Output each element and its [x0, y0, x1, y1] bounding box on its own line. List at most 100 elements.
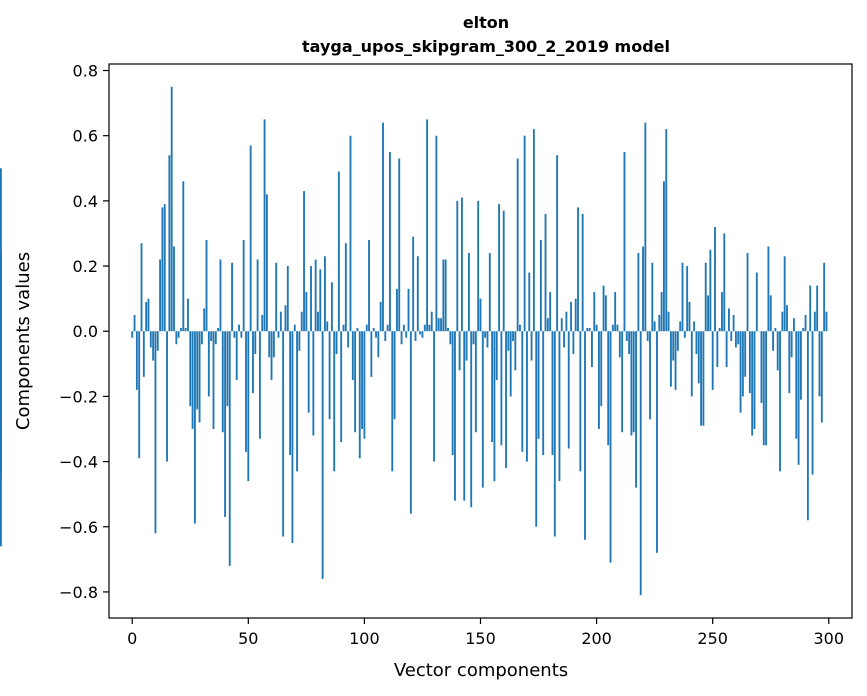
bar-93	[347, 331, 350, 348]
bar-121	[412, 236, 415, 332]
bar-278	[776, 331, 779, 371]
bar-198	[591, 331, 593, 368]
bar-259	[732, 314, 735, 332]
bar-251	[714, 226, 716, 332]
bar-90	[340, 331, 343, 443]
bar-235	[676, 331, 679, 351]
bar-205	[607, 331, 610, 446]
bar-237	[681, 262, 684, 332]
bar-130	[433, 331, 435, 462]
bar-1	[133, 314, 136, 332]
bar-20	[177, 331, 180, 338]
bar-129	[430, 311, 433, 332]
bar-295	[816, 285, 819, 332]
bar-72	[298, 331, 301, 351]
bar-88	[335, 331, 338, 355]
bar-10	[154, 331, 157, 534]
bar-60	[270, 331, 273, 381]
bar-134	[442, 259, 445, 332]
y-axis-label: Components values	[13, 252, 34, 430]
bar-182	[553, 331, 556, 537]
bar-296	[818, 331, 821, 397]
bar-15	[166, 331, 168, 462]
bar-29	[198, 331, 201, 423]
bar-175	[537, 331, 540, 439]
bar-199	[593, 292, 596, 332]
y-tick-label: 0.8	[73, 62, 98, 81]
bar-160	[502, 210, 505, 332]
bar-279	[779, 331, 781, 472]
bar-220	[642, 246, 644, 332]
bar-266	[748, 331, 751, 394]
bar-35	[212, 331, 215, 429]
bar-99	[361, 331, 364, 429]
bar-80	[317, 311, 319, 332]
bar-219	[639, 331, 642, 596]
bar-128	[428, 324, 431, 332]
bar-8	[149, 331, 152, 348]
bar-203	[602, 285, 605, 332]
bar-62	[275, 262, 278, 332]
bar-244	[697, 331, 700, 384]
bar-19	[175, 331, 178, 345]
bar-111	[389, 151, 391, 332]
bar-103	[370, 331, 373, 377]
bar-180	[549, 292, 552, 332]
bar-172	[530, 331, 533, 361]
bar-142	[461, 197, 463, 332]
bar-110	[386, 324, 389, 332]
bar-70	[293, 324, 296, 332]
bar-75	[305, 292, 308, 332]
bar-274	[767, 246, 770, 332]
bar-148	[474, 331, 477, 433]
bar-165	[514, 331, 517, 371]
bar-11	[156, 331, 159, 351]
bar-294	[813, 311, 816, 332]
y-axis-ticks: −0.8 −0.6 −0.4 −0.2 0.0 0.2 0.4 0.6 0.8	[59, 62, 109, 602]
bar-204	[604, 295, 607, 332]
bar-190	[572, 331, 575, 355]
bar-84	[326, 321, 329, 332]
bar-254	[721, 292, 723, 332]
bar-13	[161, 207, 164, 332]
bar-105	[375, 331, 377, 338]
bar-137	[449, 331, 452, 345]
bar-245	[700, 331, 703, 426]
bar-122	[414, 331, 417, 341]
bar-68	[289, 331, 292, 456]
bar-115	[398, 158, 401, 332]
bar-71	[296, 331, 298, 472]
bar-154	[488, 253, 491, 332]
bar-3	[138, 331, 141, 459]
bar-214	[628, 331, 631, 355]
bar-152	[484, 331, 487, 338]
bar-227	[658, 314, 661, 332]
bar-238	[683, 331, 686, 338]
bar-149	[477, 200, 480, 332]
bar-97	[356, 327, 359, 332]
bar-159	[500, 331, 503, 446]
bar-67	[286, 266, 289, 332]
bar-66	[284, 305, 287, 332]
bar-250	[711, 331, 714, 390]
y-tick-label: −0.6	[59, 518, 98, 537]
bar-108	[382, 122, 384, 332]
bar-195	[584, 331, 586, 540]
bar-131	[435, 135, 438, 332]
bar-183	[556, 155, 559, 332]
bar-56	[261, 314, 264, 332]
bar-236	[679, 321, 682, 332]
bar-201	[597, 331, 600, 429]
bar-0	[131, 331, 134, 338]
bar-226	[656, 331, 658, 553]
bar-14	[163, 204, 166, 332]
bar-202	[600, 331, 603, 407]
bar-53	[254, 331, 257, 355]
bar-46	[238, 324, 240, 332]
bar-7	[147, 298, 150, 332]
bar-268	[753, 331, 756, 429]
bar-127	[426, 119, 429, 332]
bar-275	[769, 295, 772, 332]
bar-33	[207, 331, 210, 397]
bar-273	[765, 331, 768, 446]
